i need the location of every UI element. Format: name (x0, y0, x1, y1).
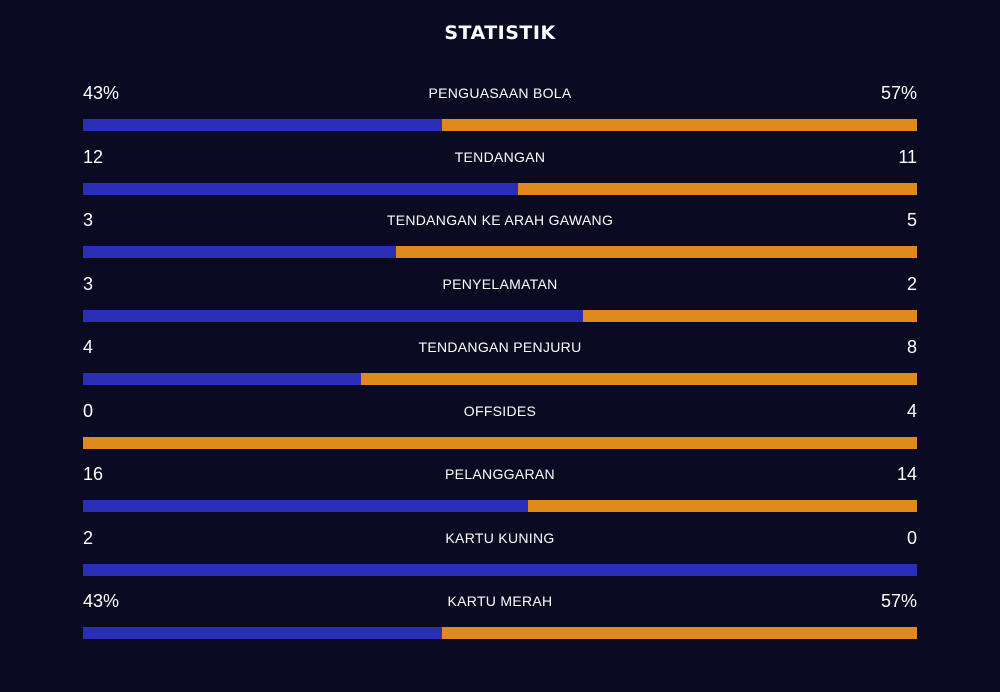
stat-label: KARTU KUNING (445, 529, 555, 546)
home-value: 3 (83, 210, 94, 230)
stat-label: KARTU MERAH (447, 593, 553, 609)
home-bar-fill (83, 563, 917, 576)
home-bar-fill (83, 182, 519, 195)
stats-list: 43% PENGUASAAN BOLA 57% 12 TENDANGAN 11 … (83, 80, 917, 652)
stat-label: OFFSIDES (463, 402, 537, 419)
away-bar-fill (441, 627, 917, 639)
away-bar-fill (518, 182, 917, 195)
home-bar-fill (83, 309, 584, 322)
stat-bar (83, 373, 917, 385)
away-bar-fill (360, 373, 917, 385)
stat-bar (83, 627, 917, 639)
away-bar-fill (83, 436, 917, 449)
stat-row-offsides: 0 OFFSIDES 4 (83, 398, 917, 462)
stat-row-penyelamatan: 3 PENYELAMATAN 2 (83, 271, 917, 335)
stat-bar (83, 436, 917, 449)
home-value: 0 (83, 400, 94, 421)
home-bar-fill (83, 627, 442, 639)
home-value: 43% (83, 83, 120, 103)
home-value: 12 (83, 146, 104, 167)
stat-row-tendangan: 12 TENDANGAN 11 (83, 144, 917, 208)
away-value: 2 (906, 273, 917, 294)
stat-bar (83, 246, 917, 258)
away-bar-fill (583, 309, 917, 322)
stat-label: TENDANGAN KE ARAH GAWANG (386, 212, 614, 228)
stat-row-tendangan-penjuru: 4 TENDANGAN PENJURU 8 (83, 334, 917, 398)
stat-row-kartu-merah: 43% KARTU MERAH 57% (83, 588, 917, 652)
away-bar-fill (527, 500, 917, 512)
away-bar-fill (441, 119, 917, 131)
home-bar-fill (83, 119, 442, 131)
away-value: 8 (906, 337, 917, 357)
home-bar-fill (83, 373, 361, 385)
stat-label: TENDANGAN PENJURU (418, 339, 582, 355)
stat-bar (83, 119, 917, 131)
stat-label: PELANGGARAN (445, 466, 555, 482)
away-value: 5 (906, 210, 917, 230)
stat-label: PENGUASAAN BOLA (428, 85, 572, 101)
stat-bar (83, 309, 917, 322)
stat-row-kartu-kuning: 2 KARTU KUNING 0 (83, 525, 917, 589)
stat-row-penguasaan-bola: 43% PENGUASAAN BOLA 57% (83, 80, 917, 144)
away-value: 57% (880, 83, 917, 103)
home-value: 4 (83, 337, 94, 357)
home-value: 2 (83, 527, 94, 548)
away-value: 11 (898, 146, 917, 167)
home-value: 3 (83, 273, 94, 294)
stat-label: TENDANGAN (454, 148, 546, 165)
stat-label: PENYELAMATAN (442, 275, 558, 292)
away-value: 14 (896, 464, 917, 484)
stat-bar (83, 182, 917, 195)
away-bar-fill (395, 246, 917, 258)
away-value: 0 (906, 527, 917, 548)
page-title: STATISTIK (444, 22, 556, 44)
home-value: 16 (83, 464, 104, 484)
stat-row-tendangan-ke-arah-gawang: 3 TENDANGAN KE ARAH GAWANG 5 (83, 207, 917, 271)
stat-bar (83, 500, 917, 512)
home-value: 43% (83, 591, 120, 611)
stat-row-pelanggaran: 16 PELANGGARAN 14 (83, 461, 917, 525)
away-value: 57% (880, 591, 917, 611)
stat-bar (83, 563, 917, 576)
home-bar-fill (83, 246, 396, 258)
home-bar-fill (83, 500, 528, 512)
away-value: 4 (906, 400, 917, 421)
